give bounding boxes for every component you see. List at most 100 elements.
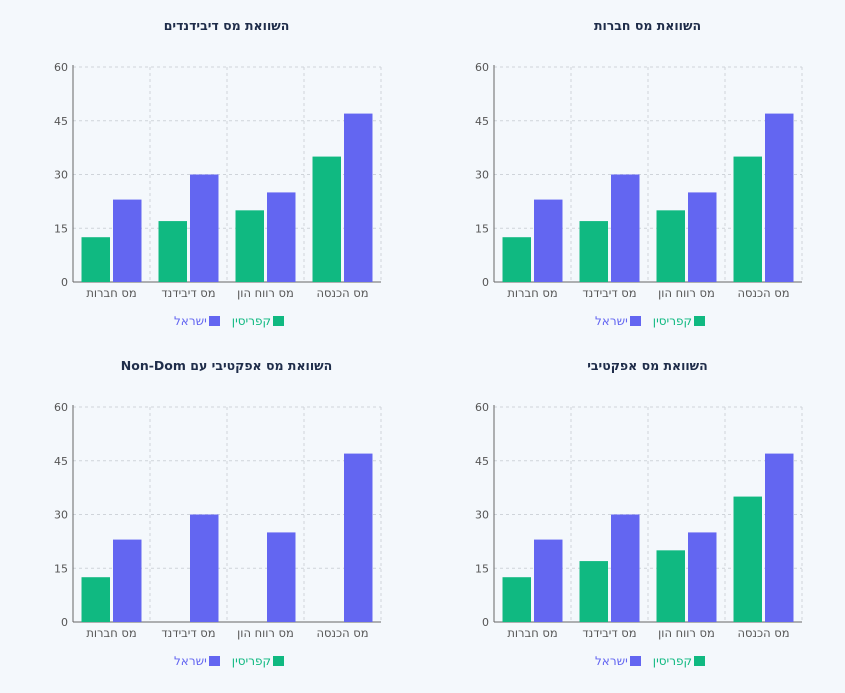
legend-label-israel: ישראל	[594, 314, 628, 328]
y-tick-label: 0	[61, 276, 68, 289]
legend-swatch-israel	[629, 656, 641, 666]
bar-israel[interactable]	[344, 453, 373, 622]
x-tick-label: מס דיבידנד	[161, 286, 215, 300]
chart-legend: קפריסין ישראל	[124, 314, 334, 328]
y-tick-label: 30	[54, 169, 68, 182]
legend-label-cyprus: קפריסין	[231, 654, 272, 668]
y-tick-label: 15	[54, 562, 68, 575]
legend-label-cyprus: קפריסין	[652, 654, 693, 668]
chart-title: השוואת מס חברות	[593, 18, 702, 33]
bar-cyprus[interactable]	[81, 577, 110, 622]
legend-label-israel: ישראל	[173, 654, 207, 668]
x-tick-label: מס חברות	[507, 626, 557, 640]
chart-panel-dividend-tax: השוואת מס דיבידנדים 0 15 30 45 60 מס חברות מס …	[54, 18, 399, 338]
y-tick-label: 45	[54, 115, 68, 128]
bar-cyprus[interactable]	[579, 561, 608, 622]
bar-chart-effective-tax-non-dom: 0 15 30 45 60 מס חברות מס דיבידנד מס רווח הון מס…	[54, 401, 382, 640]
y-tick-label: 30	[475, 169, 489, 182]
chart-legend: קפריסין ישראל	[545, 654, 755, 668]
legend-label-israel: ישראל	[173, 314, 207, 328]
bar-israel[interactable]	[267, 192, 296, 282]
legend-item-cyprus[interactable]: קפריסין	[653, 314, 706, 328]
bar-cyprus[interactable]	[733, 156, 762, 282]
bar-cyprus[interactable]	[312, 156, 341, 282]
bar-israel[interactable]	[611, 514, 640, 623]
legend-swatch-cyprus	[694, 316, 706, 326]
legend-item-israel[interactable]: ישראל	[595, 314, 641, 328]
x-tick-label: מס רווח הון	[658, 286, 715, 300]
legend-swatch-israel	[208, 656, 220, 666]
bar-israel[interactable]	[611, 174, 640, 283]
bar-chart-corporate-tax: 0 15 30 45 60 מס חברות מס דיבידנד מס רווח הון מס…	[475, 61, 803, 300]
y-tick-label: 45	[475, 115, 489, 128]
bar-cyprus[interactable]	[656, 210, 685, 282]
chart-title: השוואת מס אפקטיבי	[587, 358, 708, 373]
bar-cyprus[interactable]	[235, 210, 264, 282]
bar-israel[interactable]	[534, 539, 563, 622]
chart-panel-effective-tax-non-dom: השוואת מס אפקטיבי עם Non-Dom 0 15 30 45 60 מס…	[54, 358, 399, 678]
bar-israel[interactable]	[113, 539, 142, 622]
x-tick-label: מס הכנסה	[737, 626, 789, 640]
y-tick-label: 60	[475, 401, 489, 414]
legend-item-cyprus[interactable]: קפריסין	[231, 314, 285, 328]
bar-cyprus[interactable]	[502, 237, 531, 282]
y-tick-label: 45	[475, 455, 489, 468]
x-tick-label: מס רווח הון	[237, 286, 294, 300]
bar-chart-dividend-tax: 0 15 30 45 60 מס חברות מס דיבידנד מס רווח הון מס…	[54, 61, 382, 300]
y-tick-label: 0	[482, 276, 489, 289]
chart-legend: קפריסין ישראל	[545, 314, 755, 328]
x-tick-label: מס רווח הון	[658, 626, 715, 640]
chart-panel-corporate-tax: השוואת מס חברות 0 15 30 45 60 מס חברות מס דיבי…	[475, 18, 820, 338]
x-tick-label: מס הכנסה	[737, 286, 789, 300]
y-tick-label: 30	[54, 509, 68, 522]
y-tick-label: 0	[61, 616, 68, 629]
legend-label-cyprus: קפריסין	[231, 314, 272, 328]
bar-cyprus[interactable]	[502, 577, 531, 622]
legend-swatch-cyprus	[273, 656, 285, 666]
x-tick-label: מס דיבידנד	[161, 626, 215, 640]
bar-cyprus[interactable]	[733, 496, 762, 622]
bar-israel[interactable]	[190, 514, 219, 623]
bar-israel[interactable]	[534, 199, 563, 282]
y-tick-label: 60	[54, 401, 68, 414]
bar-israel[interactable]	[688, 532, 717, 622]
y-tick-label: 15	[475, 222, 489, 235]
x-tick-label: מס הכנסה	[316, 286, 368, 300]
legend-item-cyprus[interactable]: קפריסין	[652, 654, 706, 668]
x-tick-label: מס דיבידנד	[582, 626, 636, 640]
bar-cyprus[interactable]	[656, 550, 685, 622]
legend-item-israel[interactable]: ישראל	[174, 314, 220, 328]
x-tick-label: מס חברות	[86, 286, 136, 300]
bar-israel[interactable]	[688, 192, 717, 282]
bar-israel[interactable]	[190, 174, 219, 283]
x-tick-label: מס הכנסה	[316, 626, 368, 640]
x-tick-label: מס חברות	[507, 286, 557, 300]
y-tick-label: 15	[475, 562, 489, 575]
x-tick-label: מס רווח הון	[237, 626, 294, 640]
legend-item-cyprus[interactable]: קפריסין	[231, 654, 285, 668]
legend-label-israel: ישראל	[594, 654, 628, 668]
bar-cyprus[interactable]	[81, 237, 110, 282]
chart-panel-effective-tax: השוואת מס אפקטיבי 0 15 30 45 60 מס חברות מס די…	[475, 358, 820, 678]
y-tick-label: 60	[475, 61, 489, 74]
bar-cyprus[interactable]	[579, 221, 608, 282]
x-tick-label: מס חברות	[86, 626, 136, 640]
y-tick-label: 0	[482, 616, 489, 629]
legend-swatch-cyprus	[273, 316, 285, 326]
bar-israel[interactable]	[765, 453, 794, 622]
bar-israel[interactable]	[765, 113, 794, 282]
bar-israel[interactable]	[267, 532, 296, 622]
bar-israel[interactable]	[113, 199, 142, 282]
chart-title: השוואת מס דיבידנדים	[163, 18, 290, 33]
chart-legend: קפריסין ישראל	[124, 654, 334, 668]
bar-israel[interactable]	[344, 113, 373, 282]
y-tick-label: 30	[475, 509, 489, 522]
legend-swatch-israel	[208, 316, 220, 326]
legend-item-israel[interactable]: ישראל	[595, 654, 641, 668]
y-tick-label: 15	[54, 222, 68, 235]
legend-item-israel[interactable]: ישראל	[174, 654, 220, 668]
bar-cyprus[interactable]	[158, 221, 187, 282]
legend-swatch-cyprus	[694, 656, 706, 666]
legend-swatch-israel	[629, 316, 641, 326]
